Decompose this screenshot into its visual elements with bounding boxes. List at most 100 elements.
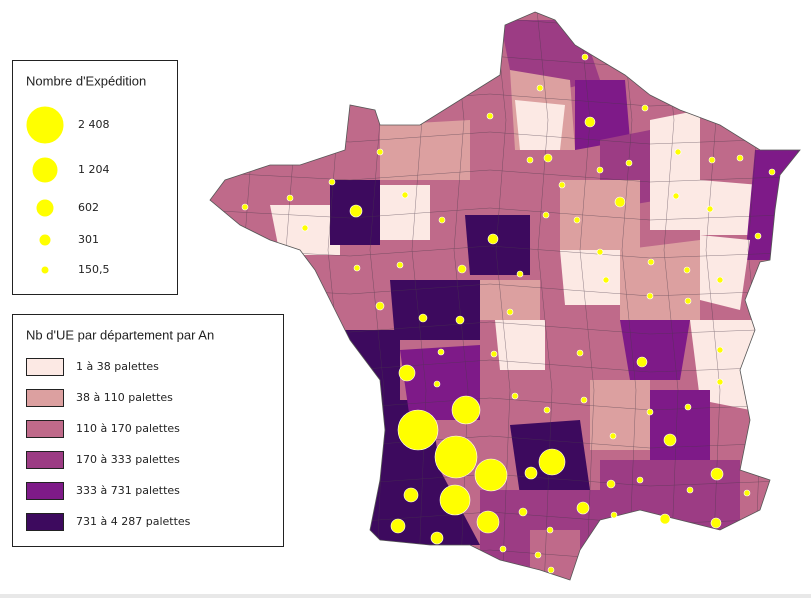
bubble — [418, 313, 428, 323]
bubble — [708, 156, 716, 164]
color-legend-swatch — [26, 358, 64, 376]
border — [283, 12, 301, 580]
bubble — [286, 194, 294, 202]
bubble — [438, 216, 446, 224]
region — [515, 100, 565, 150]
bubble — [534, 551, 542, 559]
bubble — [547, 566, 555, 574]
color-legend-swatch — [26, 513, 64, 531]
bubble — [397, 409, 439, 451]
border — [493, 12, 511, 580]
color-legend-label: 1 à 38 palettes — [76, 360, 159, 373]
bubble — [663, 433, 677, 447]
region — [465, 215, 530, 275]
bubble — [576, 349, 584, 357]
bottom-bar — [0, 594, 811, 598]
size-legend-title: Nombre d'Expédition — [26, 73, 146, 88]
bubble — [403, 487, 419, 503]
bubble — [526, 156, 534, 164]
bubble — [580, 396, 588, 404]
region — [575, 80, 630, 150]
size-legend-label: 301 — [78, 233, 99, 246]
bubble — [434, 435, 478, 479]
bubble — [646, 408, 654, 416]
bubble — [606, 479, 616, 489]
bubble — [543, 153, 553, 163]
region — [495, 320, 545, 370]
bubble — [476, 510, 500, 534]
bubble — [430, 531, 444, 545]
region — [700, 180, 760, 235]
bubble — [716, 378, 724, 386]
bubble — [609, 432, 617, 440]
color-legend-items: 1 à 38 palettes 38 à 110 palettes 110 à 17… — [26, 358, 191, 531]
bubble — [596, 166, 604, 174]
bubble — [511, 392, 519, 400]
bubble — [736, 154, 744, 162]
bubble — [433, 380, 441, 388]
bubble — [602, 276, 610, 284]
region — [700, 235, 750, 310]
region — [560, 250, 620, 305]
region — [700, 120, 760, 180]
color-legend-swatch — [26, 482, 64, 500]
bubble — [754, 232, 762, 240]
bubble — [241, 203, 249, 211]
region — [590, 380, 650, 450]
bubble — [768, 168, 776, 176]
bubble — [558, 181, 566, 189]
bubble — [647, 258, 655, 266]
bubble — [301, 224, 309, 232]
bubble — [716, 346, 724, 354]
bubble — [683, 266, 691, 274]
border — [210, 169, 800, 183]
bubble — [710, 517, 722, 529]
bubbles — [241, 53, 776, 574]
bubble — [474, 458, 508, 492]
color-legend-swatch — [26, 451, 64, 469]
region — [690, 320, 760, 410]
bubble — [353, 264, 361, 272]
bubble — [581, 53, 589, 61]
size-legend-symbol — [35, 198, 55, 218]
region — [560, 180, 640, 250]
color-legend-label: 333 à 731 palettes — [76, 484, 180, 497]
bubble — [328, 178, 336, 186]
bubble — [490, 350, 498, 358]
size-legend-items: 2 408 1 204 602 301 150,5 — [25, 105, 110, 276]
bubble — [674, 148, 682, 156]
bubble — [401, 191, 409, 199]
bubble — [659, 513, 671, 525]
region — [340, 330, 400, 400]
size-legend-label: 2 408 — [78, 118, 110, 131]
bubble — [396, 261, 404, 269]
bubble — [486, 112, 494, 120]
bubble — [641, 104, 649, 112]
border — [210, 207, 800, 221]
france-map — [210, 12, 800, 580]
size-legend-symbol — [31, 156, 59, 184]
color-legend-label: 170 à 333 palettes — [76, 453, 180, 466]
bubble — [375, 301, 385, 311]
bubble — [684, 403, 692, 411]
border — [577, 12, 595, 580]
bubble — [457, 264, 467, 274]
bubble — [390, 518, 406, 534]
size-legend-symbol — [40, 265, 50, 275]
region — [370, 185, 430, 240]
bubble — [646, 292, 654, 300]
size-legend-symbol — [38, 233, 52, 247]
region — [620, 240, 700, 320]
bubble — [625, 159, 633, 167]
bubble — [686, 486, 694, 494]
size-legend-symbol — [25, 105, 65, 145]
region — [380, 120, 470, 180]
region — [650, 110, 700, 230]
color-legend-title: Nb d'UE par département par An — [26, 327, 214, 342]
bubble — [573, 216, 581, 224]
bubble — [516, 270, 524, 278]
bubble — [536, 84, 544, 92]
bubble — [451, 395, 481, 425]
bubble — [543, 406, 551, 414]
bubble — [706, 205, 714, 213]
